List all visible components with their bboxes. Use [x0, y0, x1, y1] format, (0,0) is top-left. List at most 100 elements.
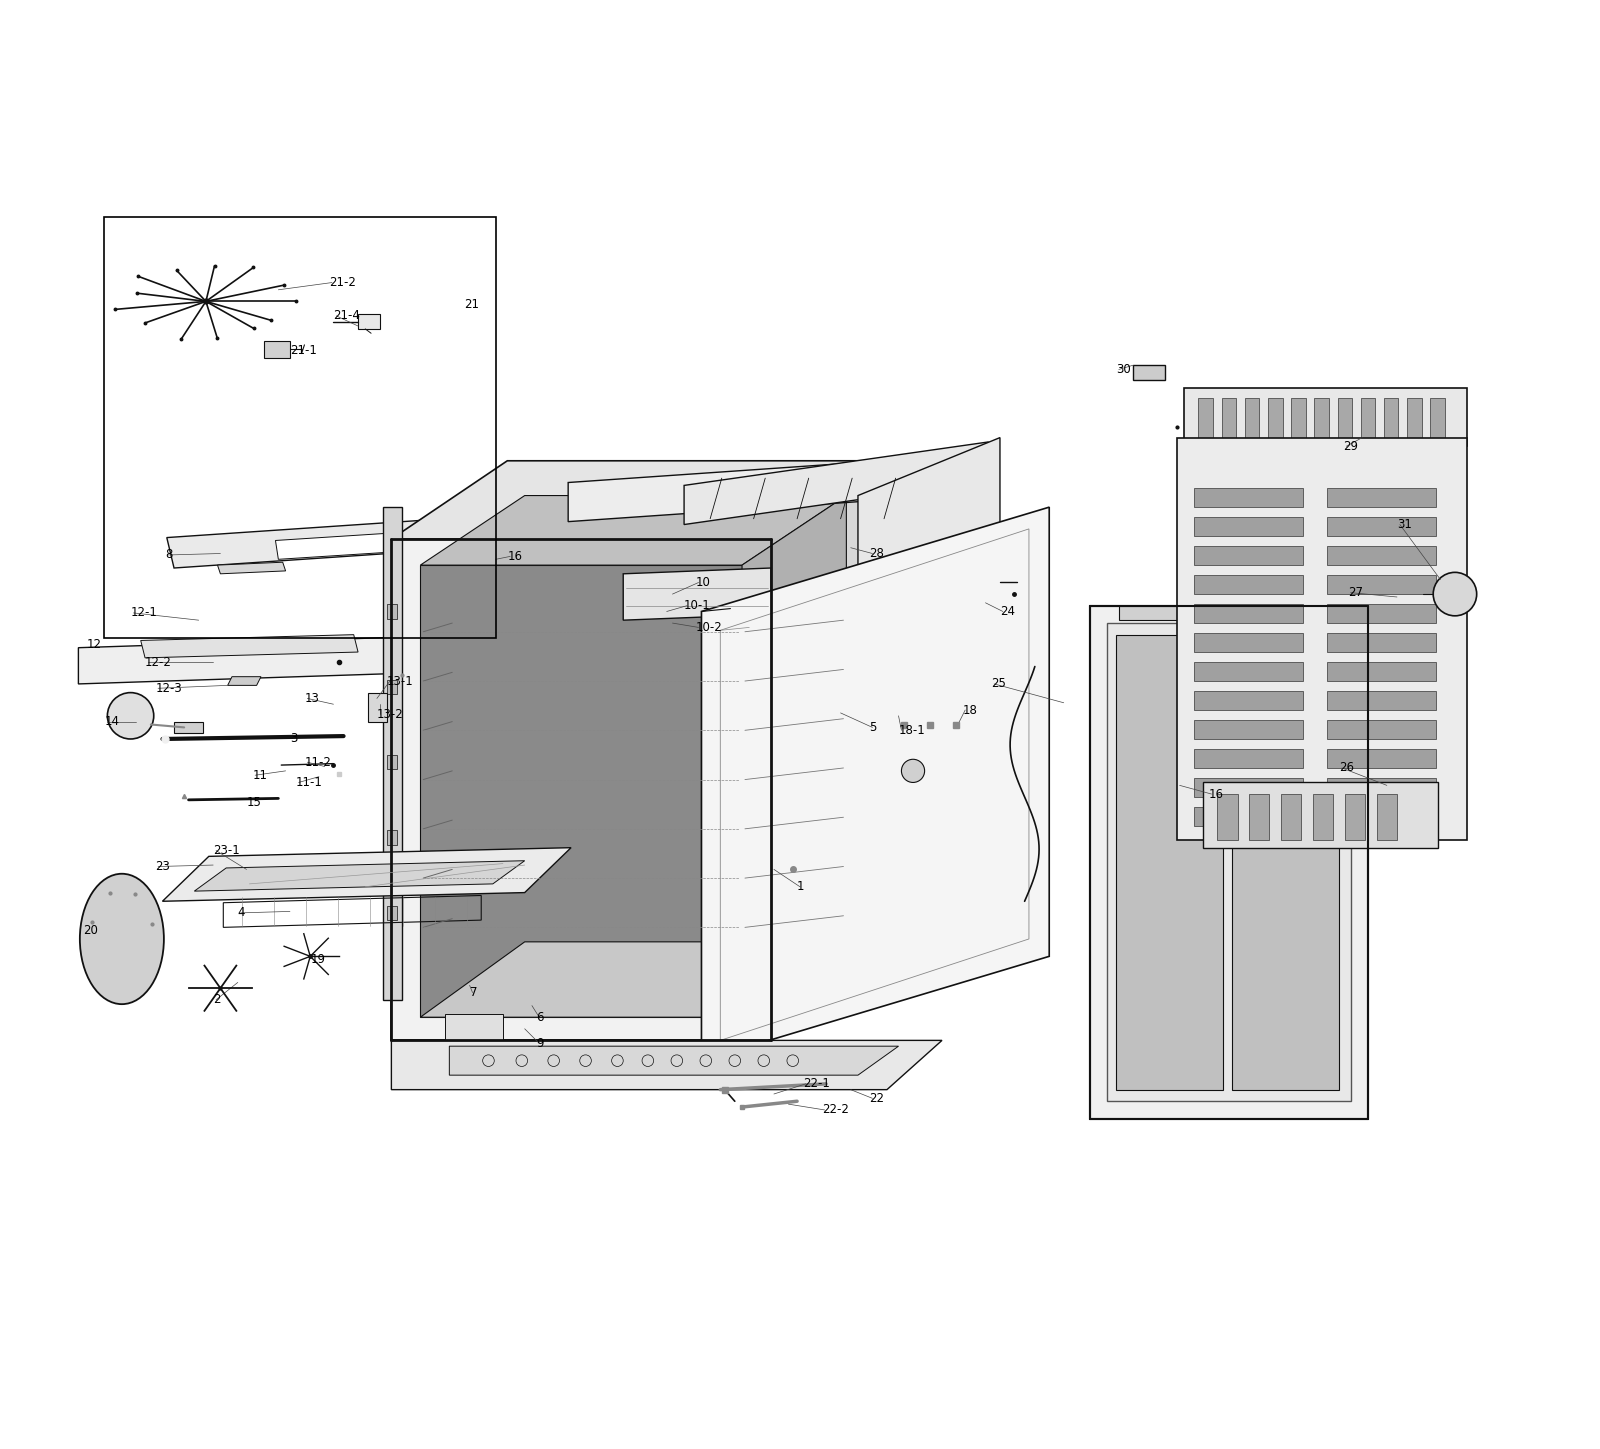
Polygon shape: [1218, 794, 1237, 840]
Polygon shape: [392, 539, 771, 1040]
Polygon shape: [264, 341, 290, 358]
Polygon shape: [392, 1040, 942, 1090]
Polygon shape: [1328, 517, 1437, 536]
Text: 10-2: 10-2: [696, 622, 723, 633]
Polygon shape: [1194, 691, 1302, 710]
Polygon shape: [1198, 398, 1213, 438]
Text: 31: 31: [1397, 519, 1411, 530]
Polygon shape: [1328, 575, 1437, 594]
Polygon shape: [1328, 778, 1437, 797]
Text: 22: 22: [869, 1093, 885, 1104]
Polygon shape: [387, 680, 397, 694]
Text: 20: 20: [83, 924, 98, 936]
Text: 21-4: 21-4: [333, 310, 360, 322]
Circle shape: [110, 927, 133, 951]
Text: 8: 8: [165, 549, 173, 561]
Polygon shape: [624, 568, 771, 620]
Polygon shape: [701, 507, 1050, 1061]
Polygon shape: [1328, 720, 1437, 739]
Text: 25: 25: [992, 678, 1006, 690]
Text: 19: 19: [310, 953, 325, 965]
Polygon shape: [368, 693, 387, 722]
Polygon shape: [1194, 517, 1302, 536]
Text: 1: 1: [797, 881, 805, 893]
Polygon shape: [227, 677, 261, 685]
Text: 23-1: 23-1: [213, 845, 240, 856]
Polygon shape: [387, 755, 397, 769]
Text: 28: 28: [869, 548, 885, 559]
Text: 13-2: 13-2: [378, 709, 403, 720]
Text: 18: 18: [962, 704, 978, 716]
Polygon shape: [1314, 398, 1330, 438]
Polygon shape: [1245, 398, 1259, 438]
Text: 11: 11: [253, 769, 267, 781]
Polygon shape: [387, 830, 397, 845]
Text: 22-1: 22-1: [803, 1078, 830, 1090]
Polygon shape: [1328, 604, 1437, 623]
Polygon shape: [1328, 546, 1437, 565]
Polygon shape: [771, 461, 885, 1040]
Polygon shape: [1194, 662, 1302, 681]
Polygon shape: [218, 562, 286, 574]
Text: 15: 15: [246, 797, 261, 809]
Text: 22-2: 22-2: [822, 1104, 848, 1116]
Polygon shape: [387, 906, 397, 920]
Text: 23: 23: [155, 861, 170, 872]
Circle shape: [107, 693, 154, 739]
Text: 3: 3: [290, 733, 298, 745]
Polygon shape: [78, 638, 387, 684]
Polygon shape: [358, 314, 379, 329]
Polygon shape: [1328, 488, 1437, 507]
Polygon shape: [1115, 635, 1222, 1090]
Polygon shape: [382, 507, 402, 1000]
Polygon shape: [1314, 794, 1333, 840]
Polygon shape: [568, 461, 885, 522]
Polygon shape: [1376, 794, 1397, 840]
Polygon shape: [141, 635, 358, 658]
Polygon shape: [392, 461, 885, 539]
Text: 13: 13: [304, 693, 320, 704]
Circle shape: [1434, 572, 1477, 616]
Polygon shape: [387, 604, 397, 619]
Polygon shape: [275, 533, 392, 559]
Polygon shape: [1291, 398, 1306, 438]
Text: 12-2: 12-2: [146, 656, 171, 668]
Polygon shape: [1194, 575, 1302, 594]
Polygon shape: [421, 942, 846, 1017]
Text: 11-2: 11-2: [304, 756, 331, 768]
Polygon shape: [1194, 807, 1302, 826]
Text: 2: 2: [213, 994, 221, 1006]
Polygon shape: [166, 517, 474, 568]
Polygon shape: [1232, 635, 1339, 1090]
Text: 10-1: 10-1: [685, 600, 710, 611]
Polygon shape: [1194, 720, 1302, 739]
Polygon shape: [1194, 749, 1302, 768]
Polygon shape: [1250, 794, 1269, 840]
Text: 30: 30: [1115, 364, 1131, 375]
Polygon shape: [1176, 438, 1467, 840]
Polygon shape: [1328, 633, 1437, 652]
Text: 6: 6: [536, 1011, 544, 1023]
Polygon shape: [1430, 398, 1445, 438]
Text: 14: 14: [104, 716, 120, 727]
Polygon shape: [1222, 398, 1237, 438]
Polygon shape: [858, 438, 1000, 971]
Text: 27: 27: [1347, 587, 1363, 598]
Text: 21-2: 21-2: [330, 277, 355, 288]
Text: 29: 29: [1344, 440, 1358, 452]
Polygon shape: [163, 848, 571, 901]
Polygon shape: [194, 861, 525, 891]
Polygon shape: [1406, 398, 1422, 438]
Polygon shape: [685, 442, 989, 525]
Text: 4: 4: [238, 907, 245, 919]
Polygon shape: [1194, 633, 1302, 652]
Text: 26: 26: [1339, 762, 1354, 774]
Polygon shape: [742, 496, 846, 1017]
Polygon shape: [450, 1046, 899, 1075]
Polygon shape: [1090, 606, 1368, 1119]
Text: 13-1: 13-1: [387, 675, 414, 687]
Polygon shape: [445, 1014, 502, 1040]
Polygon shape: [1194, 546, 1302, 565]
Text: 11-1: 11-1: [296, 777, 323, 788]
Bar: [104, 217, 496, 638]
